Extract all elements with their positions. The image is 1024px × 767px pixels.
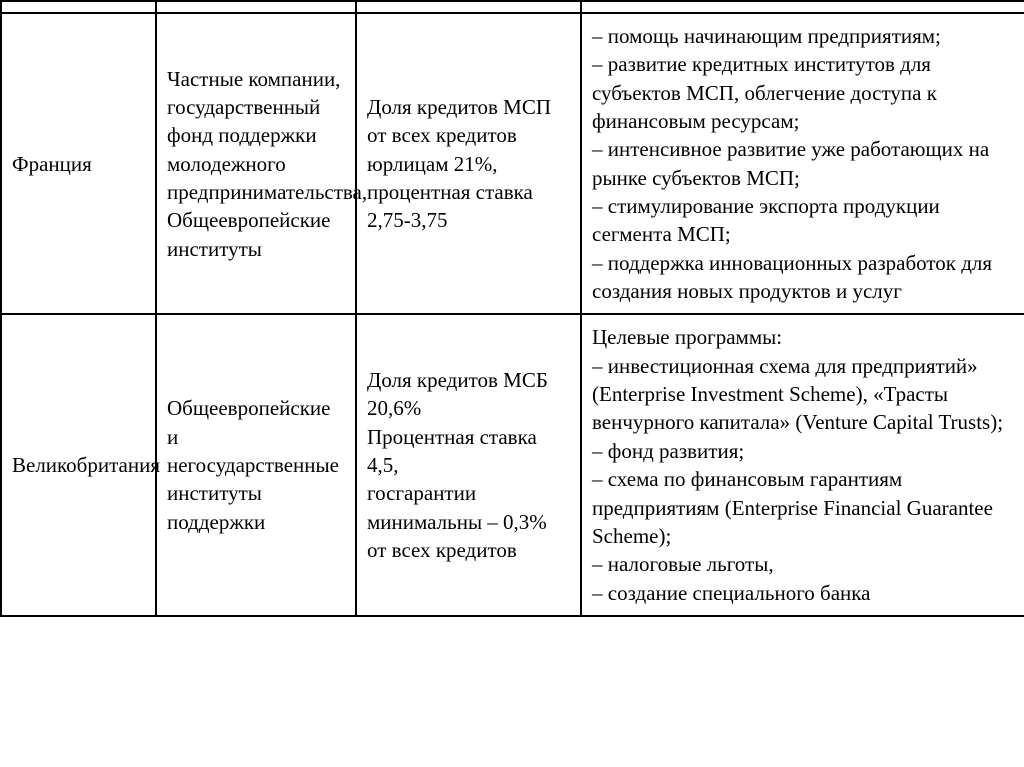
table-row: Великобритания Общеевропейские и негосуд… (1, 314, 1024, 615)
header-cell (156, 1, 356, 13)
country-cell: Франция (1, 13, 156, 314)
credit-info-cell: Доля кредитов МСП от всех кредитов юрлиц… (356, 13, 581, 314)
institutions-cell: Частные компании, государственный фонд п… (156, 13, 356, 314)
header-cell (1, 1, 156, 13)
header-spacer-row (1, 1, 1024, 13)
institutions-cell: Общеевропейские и негосударственные инст… (156, 314, 356, 615)
country-cell: Великобритания (1, 314, 156, 615)
programs-cell: – помощь начинающим предприятиям;– разви… (581, 13, 1024, 314)
programs-cell: Целевые программы: – инвестиционная схем… (581, 314, 1024, 615)
comparison-table: Франция Частные компании, государственны… (0, 0, 1024, 617)
credit-info-cell: Доля кредитов МСБ 20,6%Процентная ставка… (356, 314, 581, 615)
table-row: Франция Частные компании, государственны… (1, 13, 1024, 314)
header-cell (356, 1, 581, 13)
header-cell (581, 1, 1024, 13)
